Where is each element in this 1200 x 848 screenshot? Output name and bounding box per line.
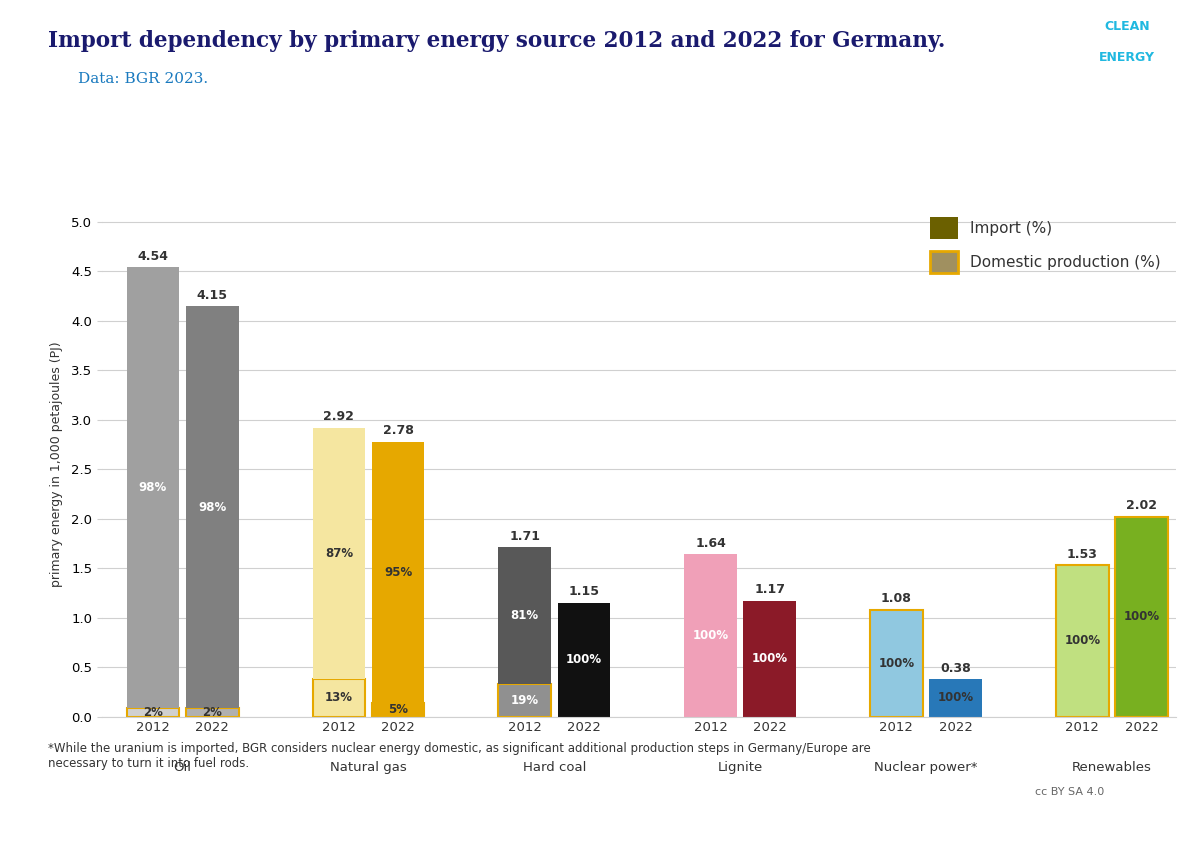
Text: 2.92: 2.92	[324, 410, 354, 423]
Text: 2%: 2%	[143, 706, 163, 718]
Text: 100%: 100%	[1123, 611, 1159, 623]
Text: *While the uranium is imported, BGR considers nuclear energy domestic, as signif: *While the uranium is imported, BGR cons…	[48, 742, 871, 770]
Text: Nuclear power*: Nuclear power*	[875, 761, 978, 774]
Bar	[186, 708, 239, 717]
Bar	[870, 610, 923, 717]
Bar	[372, 703, 425, 717]
Text: 100%: 100%	[566, 653, 602, 667]
Text: CLEAN: CLEAN	[1104, 20, 1150, 33]
Text: WIRE: WIRE	[1109, 81, 1145, 94]
Text: 5%: 5%	[388, 703, 408, 717]
Text: 2.78: 2.78	[383, 424, 414, 437]
Y-axis label: primary energy in 1,000 petajoules (PJ): primary energy in 1,000 petajoules (PJ)	[50, 342, 62, 587]
Bar	[498, 548, 551, 684]
Text: 19%: 19%	[511, 694, 539, 707]
Text: cc BY SA 4.0: cc BY SA 4.0	[1034, 787, 1104, 797]
Text: 2.02: 2.02	[1126, 499, 1157, 512]
Bar	[372, 442, 425, 703]
Text: Oil: Oil	[174, 761, 192, 774]
Text: 95%: 95%	[384, 566, 412, 578]
Text: 100%: 100%	[1064, 634, 1100, 647]
Bar	[312, 679, 365, 717]
Bar	[127, 267, 179, 707]
Text: 1.15: 1.15	[569, 585, 600, 599]
Text: Lignite: Lignite	[718, 761, 763, 774]
Text: 100%: 100%	[937, 691, 973, 704]
Text: 1.17: 1.17	[755, 583, 785, 596]
Text: 4.54: 4.54	[138, 250, 168, 263]
Text: Natural gas: Natural gas	[330, 761, 407, 774]
Text: 13%: 13%	[325, 691, 353, 705]
Text: Import dependency by primary energy source 2012 and 2022 for Germany.: Import dependency by primary energy sour…	[48, 30, 946, 52]
Text: 98%: 98%	[139, 481, 167, 494]
Bar	[558, 603, 611, 717]
Text: 1.53: 1.53	[1067, 548, 1098, 561]
Text: 0.38: 0.38	[941, 661, 971, 674]
Text: 2%: 2%	[203, 706, 222, 719]
Text: Data: BGR 2023.: Data: BGR 2023.	[78, 72, 208, 86]
Text: 98%: 98%	[198, 500, 227, 514]
Bar	[186, 306, 239, 708]
Text: 100%: 100%	[751, 652, 788, 665]
Bar	[498, 684, 551, 717]
Text: ENERGY: ENERGY	[1099, 51, 1154, 64]
Text: 87%: 87%	[325, 547, 353, 560]
Text: 100%: 100%	[692, 629, 728, 642]
Text: 1.71: 1.71	[509, 530, 540, 543]
Text: 1.08: 1.08	[881, 592, 912, 605]
Bar	[1056, 566, 1109, 717]
Text: Hard coal: Hard coal	[523, 761, 586, 774]
Legend: Import (%), Domestic production (%): Import (%), Domestic production (%)	[923, 209, 1169, 281]
Text: 81%: 81%	[511, 610, 539, 622]
Bar	[929, 679, 982, 717]
Text: 4.15: 4.15	[197, 288, 228, 302]
Bar	[127, 707, 179, 717]
Bar	[1115, 516, 1168, 717]
Text: 100%: 100%	[878, 656, 914, 670]
Text: 1.64: 1.64	[695, 537, 726, 550]
Bar	[684, 555, 737, 717]
Bar	[744, 600, 796, 717]
Bar	[312, 427, 365, 679]
Text: Renewables: Renewables	[1072, 761, 1152, 774]
